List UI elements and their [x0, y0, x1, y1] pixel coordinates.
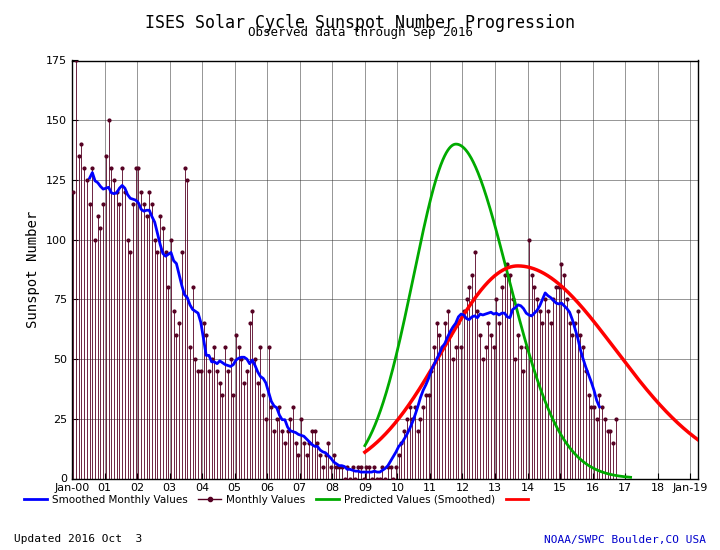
Text: Observed data through Sep 2016: Observed data through Sep 2016	[248, 26, 472, 40]
Text: ISES Solar Cycle Sunspot Number Progression: ISES Solar Cycle Sunspot Number Progress…	[145, 14, 575, 32]
Text: Updated 2016 Oct  3: Updated 2016 Oct 3	[14, 535, 143, 544]
Legend: Smoothed Monthly Values, Monthly Values, Predicted Values (Smoothed), : Smoothed Monthly Values, Monthly Values,…	[19, 491, 538, 509]
Y-axis label: Sunspot Number: Sunspot Number	[27, 211, 40, 328]
Text: NOAA/SWPC Boulder,CO USA: NOAA/SWPC Boulder,CO USA	[544, 535, 706, 544]
